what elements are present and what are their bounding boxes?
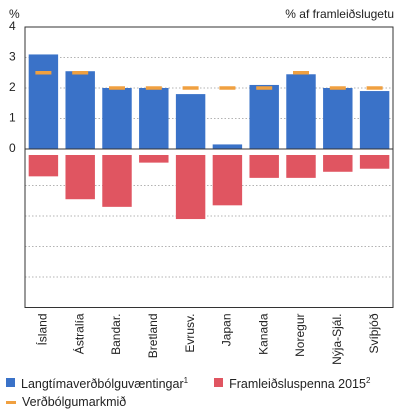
- legend-footnote: 1: [183, 376, 189, 385]
- chart: 4 3 2 1 0 Ísland Ástralía Bandar. Bretland Evrus…: [9, 7, 394, 365]
- x-tick-label: Ástralía: [71, 313, 86, 354]
- legend-item-output-gap: Framleiðsluspenna 20152: [214, 372, 370, 393]
- y-tick-label: 2: [9, 80, 16, 94]
- legend-swatch-orange: [6, 400, 16, 404]
- legend-text: Langtímaverðbólguvæntingar: [21, 377, 184, 392]
- legend-swatch-blue: [6, 378, 15, 388]
- bar-expectations-3: [139, 88, 169, 149]
- bar-expectations-8: [323, 88, 353, 149]
- plot-border: [24, 26, 394, 308]
- x-tick-label: Evrusv.: [183, 314, 197, 353]
- bar-output-gap-6: [249, 155, 279, 178]
- y-tick-label: 1: [9, 111, 16, 125]
- y-axis-label-left: %: [9, 7, 20, 21]
- legend-row: Verðbólgumarkmið: [6, 393, 398, 411]
- x-tick-label: Nýja-Sjál.: [330, 314, 344, 365]
- bar-output-gap-7: [286, 155, 316, 178]
- legend-label-target: Verðbólgumarkmið: [22, 395, 127, 410]
- bar-expectations-1: [65, 71, 95, 149]
- bars-output-gap: [28, 155, 390, 220]
- y-tick-label: 4: [9, 19, 16, 33]
- x-tick-label: Svíþjóð: [367, 313, 381, 353]
- bar-expectations-2: [102, 88, 132, 149]
- legend: Langtímaverðbólguvæntingar1 Framleiðslus…: [6, 372, 398, 411]
- bar-expectations-6: [249, 84, 279, 149]
- legend-label-output-gap: Framleiðsluspenna 20152: [229, 372, 370, 393]
- bar-output-gap-0: [28, 155, 59, 177]
- bar-output-gap-4: [175, 155, 206, 220]
- bar-output-gap-1: [65, 155, 95, 200]
- inflation-target-markers: [35, 71, 383, 90]
- bar-output-gap-8: [323, 155, 353, 172]
- bar-output-gap-2: [102, 155, 132, 207]
- y-tick-labels: 4 3 2 1 0: [9, 19, 16, 155]
- x-tick-label: Bretland: [146, 314, 160, 359]
- y-tick-label: 3: [9, 50, 16, 64]
- legend-swatch-red: [214, 378, 224, 388]
- bars-inflation-expectations: [28, 54, 390, 150]
- y-tick-label: 0: [9, 141, 16, 155]
- bar-output-gap-9: [359, 155, 390, 169]
- x-tick-label: Bandar.: [109, 314, 123, 355]
- bar-expectations-0: [28, 54, 59, 150]
- x-tick-label: Ísland: [35, 314, 50, 346]
- bar-expectations-7: [286, 74, 316, 149]
- plot-frame: [24, 26, 394, 308]
- bar-expectations-5: [212, 144, 243, 149]
- bar-expectations-9: [359, 91, 390, 149]
- legend-item-target: Verðbólgumarkmið: [6, 393, 126, 411]
- legend-item-expectations: Langtímaverðbólguvæntingar1: [6, 372, 188, 393]
- bar-expectations-4: [175, 94, 206, 149]
- bar-output-gap-3: [139, 155, 169, 163]
- x-tick-labels: Ísland Ástralía Bandar. Bretland Evrusv. Japa…: [35, 313, 381, 365]
- y-axis-label-right: % af framleiðslugetu: [285, 7, 394, 21]
- x-tick-label: Japan: [220, 314, 234, 347]
- bar-output-gap-5: [212, 155, 243, 206]
- x-tick-label: Kanada: [256, 313, 270, 355]
- legend-label-expectations: Langtímaverðbólguvæntingar1: [21, 372, 188, 393]
- legend-footnote: 2: [365, 376, 371, 385]
- legend-row: Langtímaverðbólguvæntingar1 Framleiðslus…: [6, 372, 398, 393]
- legend-text: Framleiðsluspenna 2015: [229, 377, 366, 392]
- x-tick-label: Noregur: [293, 314, 307, 357]
